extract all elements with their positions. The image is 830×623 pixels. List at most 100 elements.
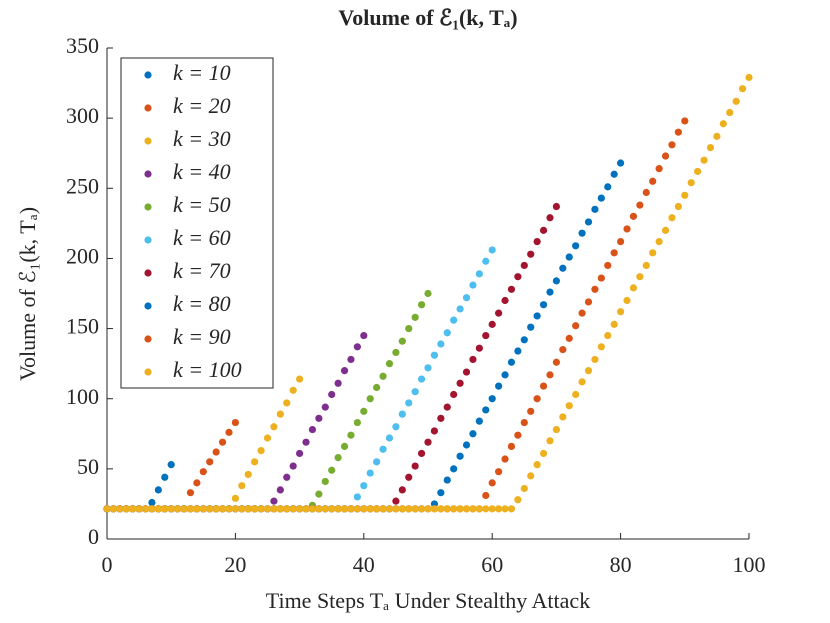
point: [501, 505, 509, 513]
legend-marker: [144, 104, 152, 112]
point: [610, 170, 618, 178]
legend-label: k = 20: [173, 93, 231, 118]
point: [353, 418, 361, 427]
point: [263, 505, 272, 513]
point: [167, 505, 175, 513]
point: [533, 395, 541, 403]
point: [642, 188, 650, 197]
point: [283, 399, 291, 407]
point: [584, 218, 593, 226]
point: [527, 323, 535, 331]
x-tick-label: 20: [224, 552, 246, 577]
point: [270, 423, 278, 431]
point: [398, 410, 406, 418]
point: [591, 205, 599, 213]
point: [122, 505, 130, 513]
point: [148, 498, 156, 507]
point: [385, 505, 394, 513]
point: [373, 458, 381, 466]
point: [501, 455, 509, 463]
point: [212, 448, 220, 456]
point: [533, 461, 541, 469]
point: [681, 191, 689, 199]
point: [257, 505, 265, 513]
point: [507, 358, 516, 366]
point: [719, 120, 727, 128]
point: [475, 417, 483, 425]
point: [366, 395, 374, 403]
point: [334, 379, 342, 387]
point: [417, 375, 426, 383]
point: [263, 434, 272, 442]
x-tick-label: 40: [353, 552, 375, 577]
point: [552, 277, 561, 285]
point: [617, 237, 625, 246]
legend-marker: [144, 368, 152, 376]
y-tick-label: 250: [66, 173, 99, 198]
point: [649, 249, 657, 257]
legend-marker: [144, 335, 152, 343]
point: [417, 449, 426, 458]
point: [450, 465, 458, 473]
point: [495, 468, 503, 476]
point: [604, 183, 612, 191]
point: [302, 438, 310, 446]
point: [186, 489, 195, 497]
point: [604, 331, 612, 340]
point: [578, 309, 586, 317]
point: [154, 505, 162, 513]
point: [218, 438, 227, 446]
y-axis-label: Volume of ℰ₁(k, Tₐ): [15, 207, 40, 381]
point: [552, 358, 561, 366]
point: [392, 505, 400, 513]
point: [572, 390, 580, 399]
point: [546, 288, 554, 296]
point: [495, 382, 503, 390]
legend-marker: [144, 203, 152, 211]
point: [340, 505, 349, 513]
point: [610, 320, 618, 328]
point: [655, 237, 663, 246]
point: [193, 479, 201, 487]
point: [456, 452, 464, 460]
point: [706, 144, 715, 152]
point: [218, 505, 227, 513]
point: [610, 249, 618, 257]
point: [591, 355, 599, 364]
point: [347, 355, 355, 364]
point: [308, 425, 317, 434]
legend-marker: [144, 236, 152, 244]
point: [450, 316, 458, 324]
point: [482, 257, 490, 265]
point: [270, 497, 278, 505]
point: [475, 505, 483, 513]
point: [559, 346, 567, 354]
point: [424, 289, 432, 298]
point: [296, 449, 304, 458]
point: [405, 473, 413, 481]
point: [289, 462, 297, 470]
point: [456, 305, 464, 313]
x-tick-label: 0: [102, 552, 113, 577]
point: [199, 468, 207, 476]
point: [385, 434, 394, 442]
point: [315, 490, 323, 498]
point: [661, 226, 670, 234]
point: [488, 505, 496, 513]
point: [353, 505, 361, 513]
point: [109, 505, 118, 513]
point: [180, 505, 188, 513]
point: [238, 482, 246, 490]
point: [129, 505, 137, 513]
point: [321, 477, 329, 486]
legend-label: k = 60: [173, 225, 231, 250]
legend-marker: [144, 170, 152, 178]
point: [520, 336, 528, 344]
point: [533, 312, 541, 320]
point: [617, 159, 625, 167]
point: [501, 296, 509, 305]
point: [328, 466, 336, 474]
point: [738, 85, 747, 93]
point: [186, 505, 195, 513]
